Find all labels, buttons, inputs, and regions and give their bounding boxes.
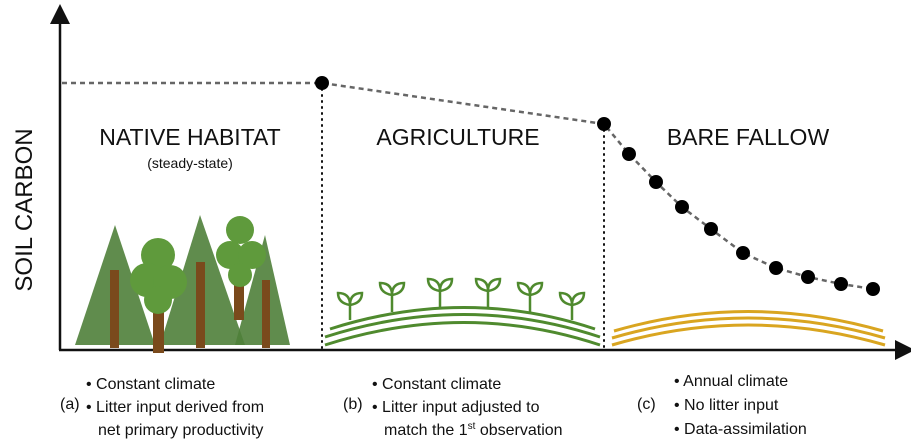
observations — [315, 76, 880, 296]
trajectory — [62, 81, 874, 291]
bullet-text: Litter input adjusted to — [382, 399, 540, 416]
bullet: • Data-assimilation — [674, 421, 807, 438]
panel-letter: (b) — [343, 396, 363, 413]
crops — [324, 277, 601, 347]
bullet-text: Constant climate — [96, 376, 215, 393]
bullet: • Litter input adjusted to — [372, 399, 540, 416]
bullet: • Constant climate — [372, 376, 501, 393]
text: observation — [475, 422, 562, 439]
bullet-text: Litter input derived from — [96, 399, 264, 416]
bullet-text: Constant climate — [382, 376, 501, 393]
bullet-text: Data-assimilation — [684, 421, 807, 438]
bullet: • Constant climate — [86, 376, 215, 393]
panel-letter: (a) — [60, 396, 80, 413]
stage-title: AGRICULTURE — [376, 124, 539, 150]
stage-title: BARE FALLOW — [667, 124, 830, 150]
panel-letter: (c) — [637, 396, 656, 413]
stage-subtitle: (steady-state) — [147, 155, 233, 171]
bullet: • Annual climate — [674, 373, 788, 390]
bullet-text: Annual climate — [683, 373, 788, 390]
superscript: st — [468, 421, 476, 432]
bare-soil — [611, 310, 886, 347]
bullet-text: match the 1st observation — [384, 421, 563, 439]
axis-label: SOIL CARBON — [11, 128, 38, 291]
stage-title: NATIVE HABITAT — [99, 124, 280, 150]
forest — [75, 215, 290, 353]
bullet: • Litter input derived from — [86, 399, 264, 416]
text: match the 1 — [384, 422, 468, 439]
bullet-text: net primary productivity — [98, 422, 263, 439]
bullet: • No litter input — [674, 397, 779, 414]
bullet-text: No litter input — [684, 397, 779, 414]
